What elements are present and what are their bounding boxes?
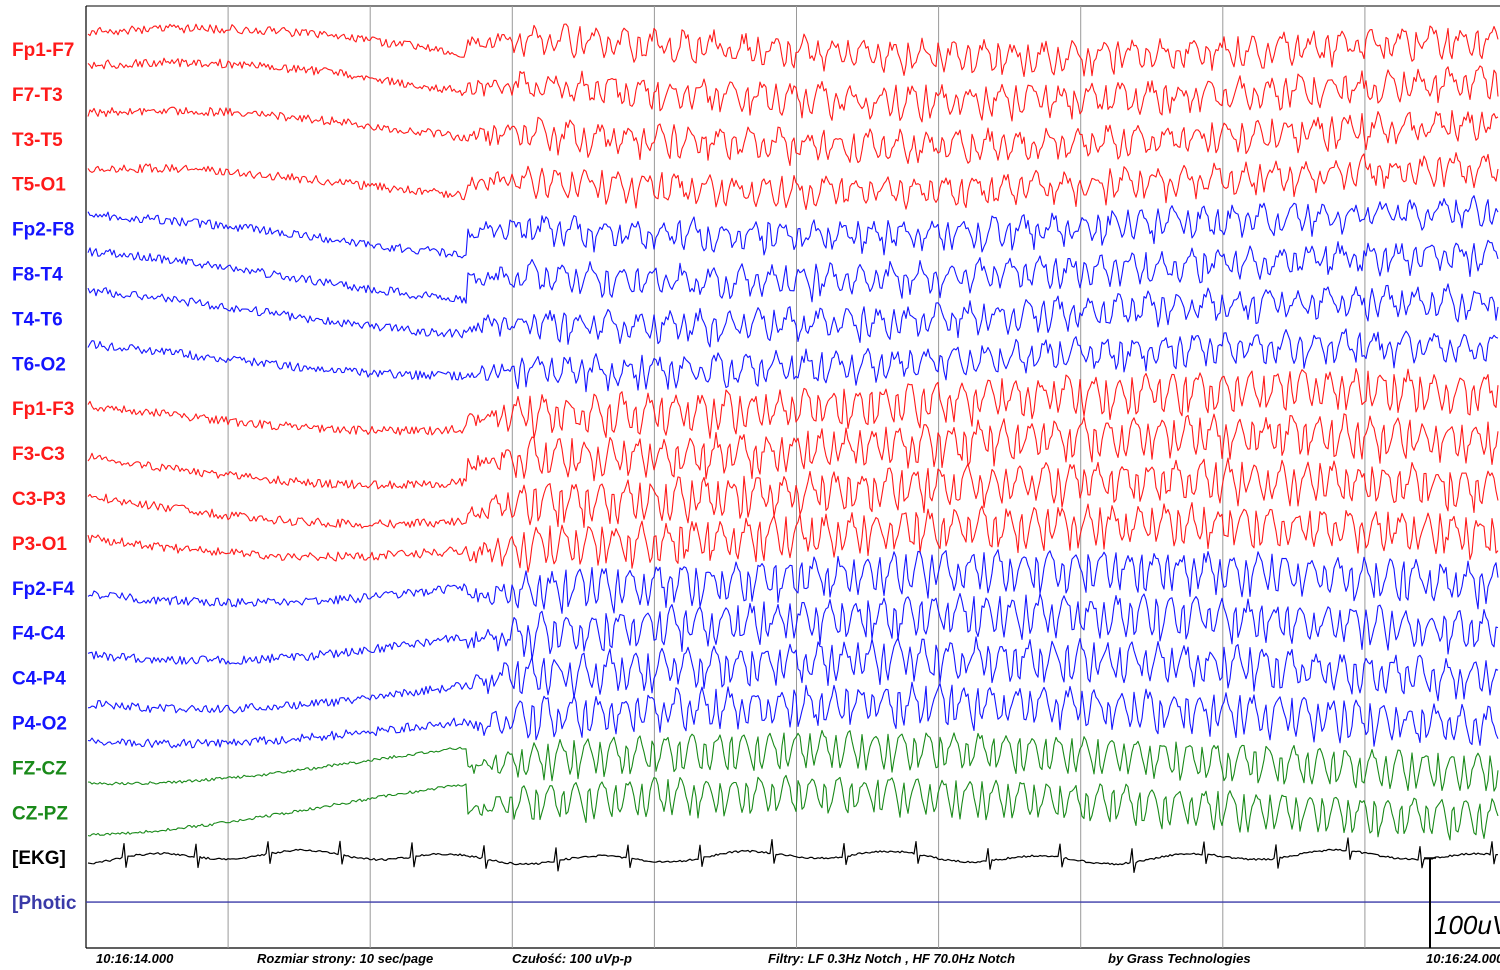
channel-label: T6-O2 bbox=[12, 354, 66, 375]
time-gridlines bbox=[85, 5, 1500, 949]
trace-f3-c3 bbox=[87, 413, 1499, 490]
channel-label: F4-C4 bbox=[12, 624, 65, 645]
trace-p3-o1 bbox=[87, 502, 1499, 573]
end-time: 10:16:24.000 bbox=[1426, 951, 1500, 966]
eeg-traces bbox=[86, 23, 1500, 903]
trace-t5-o1 bbox=[87, 152, 1499, 211]
trace-fp1-f7 bbox=[87, 23, 1499, 78]
trace-t3-t5 bbox=[87, 106, 1499, 167]
channel-label: C4-P4 bbox=[12, 669, 66, 690]
start-time: 10:16:14.000 bbox=[96, 951, 174, 966]
channel-label: T5-O1 bbox=[12, 175, 66, 196]
channel-label: P3-O1 bbox=[12, 534, 67, 555]
trace-c4-p4 bbox=[87, 636, 1499, 714]
trace-t4-t6 bbox=[87, 283, 1499, 348]
channel-label: T3-T5 bbox=[12, 130, 63, 151]
channel-labels: Fp1-F7 F7-T3 T3-T5 T5-O1 Fp2-F8 F8-T4 T4-T6 T6-… bbox=[12, 40, 77, 914]
trace-t6-o2 bbox=[87, 328, 1499, 393]
channel-label: [Photic bbox=[12, 893, 77, 914]
trace-f8-t4 bbox=[87, 239, 1499, 304]
trace-c3-p3 bbox=[87, 457, 1499, 529]
channel-label: Fp1-F3 bbox=[12, 399, 74, 420]
page-size-info: Rozmiar strony: 10 sec/page bbox=[257, 951, 433, 966]
trace-f7-t3 bbox=[87, 57, 1499, 123]
channel-label: F7-T3 bbox=[12, 85, 63, 106]
vendor-info: by Grass Technologies bbox=[1108, 951, 1251, 966]
footer: 10:16:14.000 Rozmiar strony: 10 sec/page… bbox=[96, 951, 1500, 966]
trace-fp2-f4 bbox=[87, 549, 1499, 614]
channel-label: FZ-CZ bbox=[12, 758, 67, 779]
trace-p4-o2 bbox=[87, 681, 1499, 749]
trace-fp1-f3 bbox=[87, 367, 1499, 439]
channel-label: Fp2-F8 bbox=[12, 220, 74, 241]
channel-label: C3-P3 bbox=[12, 489, 66, 510]
trace-fz-cz bbox=[87, 729, 1499, 792]
channel-label: F8-T4 bbox=[12, 265, 63, 286]
trace-f4-c4 bbox=[87, 592, 1499, 665]
channel-label: [EKG] bbox=[12, 848, 66, 869]
channel-label: Fp2-F4 bbox=[12, 579, 75, 600]
channel-label: P4-O2 bbox=[12, 714, 67, 735]
channel-label: CZ-PZ bbox=[12, 803, 68, 824]
trace-ekg bbox=[87, 837, 1499, 873]
channel-label: Fp1-F7 bbox=[12, 40, 74, 61]
trace-fp2-f8 bbox=[87, 195, 1499, 259]
filter-info: Filtry: LF 0.3Hz Notch , HF 70.0Hz Notch bbox=[768, 951, 1015, 966]
channel-label: F3-C3 bbox=[12, 444, 65, 465]
sensitivity-info: Czułość: 100 uVp-p bbox=[512, 951, 632, 966]
trace-cz-pz bbox=[87, 774, 1499, 841]
channel-label: T4-T6 bbox=[12, 309, 63, 330]
